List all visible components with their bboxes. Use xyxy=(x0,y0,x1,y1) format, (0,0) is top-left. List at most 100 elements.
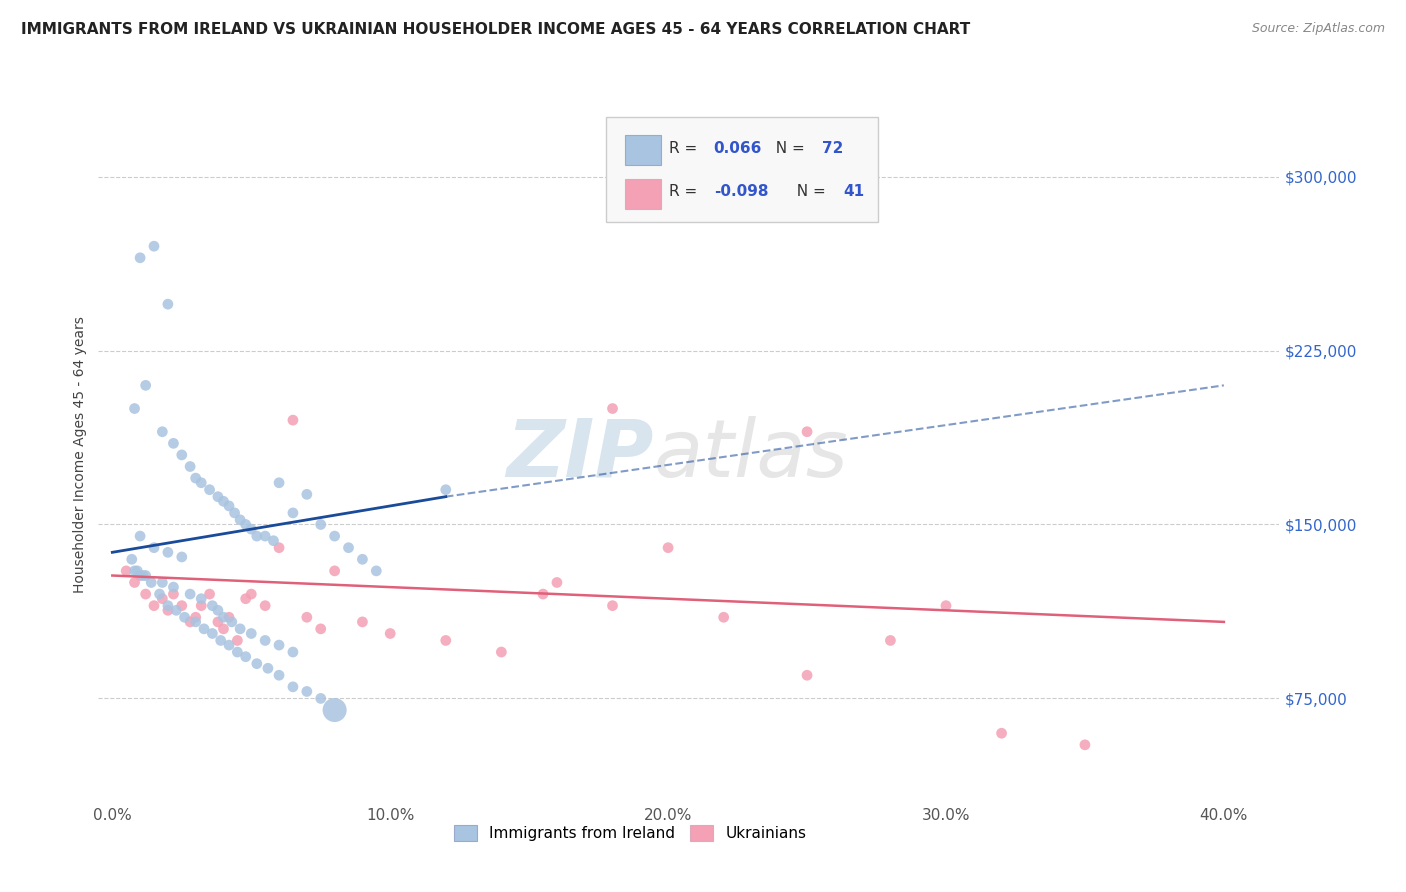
Point xyxy=(173,610,195,624)
Point xyxy=(212,622,235,636)
Point xyxy=(179,587,201,601)
Point xyxy=(129,568,152,582)
Point xyxy=(156,603,179,617)
Point xyxy=(190,591,212,606)
Point xyxy=(295,487,318,501)
Point xyxy=(796,668,818,682)
Point xyxy=(263,533,285,548)
Y-axis label: Householder Income Ages 45 - 64 years: Householder Income Ages 45 - 64 years xyxy=(73,317,87,593)
Point xyxy=(207,615,229,629)
Point xyxy=(129,251,152,265)
Point xyxy=(156,599,179,613)
Point xyxy=(309,517,332,532)
Point xyxy=(240,626,263,640)
Point xyxy=(162,587,184,601)
Point xyxy=(170,549,193,564)
Point xyxy=(434,483,457,497)
Point xyxy=(132,568,155,582)
Point xyxy=(198,483,221,497)
Point xyxy=(207,603,229,617)
Point xyxy=(124,575,146,590)
Legend: Immigrants from Ireland, Ukrainians: Immigrants from Ireland, Ukrainians xyxy=(447,819,813,847)
Point xyxy=(295,684,318,698)
Point xyxy=(190,599,212,613)
Point xyxy=(309,691,332,706)
Point xyxy=(229,513,252,527)
Point xyxy=(254,633,277,648)
Point xyxy=(295,610,318,624)
Point xyxy=(281,413,304,427)
FancyBboxPatch shape xyxy=(626,135,661,166)
FancyBboxPatch shape xyxy=(606,118,877,222)
Text: N =: N = xyxy=(766,141,810,156)
Point xyxy=(240,587,263,601)
Point xyxy=(713,610,735,624)
Point xyxy=(141,575,163,590)
Point xyxy=(235,517,257,532)
Point xyxy=(150,425,173,439)
Point xyxy=(156,297,179,311)
Point xyxy=(309,622,332,636)
Point xyxy=(246,529,269,543)
Point xyxy=(546,575,568,590)
Point xyxy=(235,591,257,606)
Point xyxy=(135,587,157,601)
Point xyxy=(207,490,229,504)
Point xyxy=(150,591,173,606)
Point xyxy=(267,668,290,682)
Point xyxy=(190,475,212,490)
Point xyxy=(254,599,277,613)
Point xyxy=(366,564,388,578)
Text: R =: R = xyxy=(669,184,702,199)
Text: 72: 72 xyxy=(823,141,844,156)
Text: 41: 41 xyxy=(844,184,865,199)
Point xyxy=(221,615,243,629)
Text: -0.098: -0.098 xyxy=(714,184,768,199)
Point xyxy=(201,599,224,613)
Point xyxy=(162,436,184,450)
Point xyxy=(148,587,170,601)
Point xyxy=(257,661,280,675)
Point xyxy=(240,522,263,536)
Point xyxy=(212,494,235,508)
Point xyxy=(323,529,346,543)
Point xyxy=(267,475,290,490)
Point xyxy=(184,615,207,629)
Point xyxy=(281,645,304,659)
Point xyxy=(184,471,207,485)
Point xyxy=(127,564,149,578)
Point xyxy=(201,626,224,640)
Point xyxy=(380,626,402,640)
Point xyxy=(1074,738,1097,752)
Point xyxy=(434,633,457,648)
Point xyxy=(281,506,304,520)
Point xyxy=(323,703,346,717)
Point xyxy=(657,541,679,555)
Point xyxy=(209,633,232,648)
Point xyxy=(129,529,152,543)
Point xyxy=(212,610,235,624)
Point xyxy=(135,378,157,392)
Point xyxy=(226,645,249,659)
FancyBboxPatch shape xyxy=(626,178,661,210)
Text: ZIP: ZIP xyxy=(506,416,654,494)
Point xyxy=(135,568,157,582)
Point xyxy=(323,564,346,578)
Point xyxy=(165,603,187,617)
Text: 0.066: 0.066 xyxy=(714,141,762,156)
Point xyxy=(150,575,173,590)
Point xyxy=(226,633,249,648)
Point xyxy=(602,401,624,416)
Point xyxy=(879,633,901,648)
Point xyxy=(218,638,240,652)
Point xyxy=(162,580,184,594)
Point xyxy=(156,545,179,559)
Point xyxy=(224,506,246,520)
Point xyxy=(124,564,146,578)
Point xyxy=(124,401,146,416)
Point xyxy=(531,587,554,601)
Point xyxy=(143,239,166,253)
Point xyxy=(235,649,257,664)
Point xyxy=(267,638,290,652)
Point xyxy=(218,610,240,624)
